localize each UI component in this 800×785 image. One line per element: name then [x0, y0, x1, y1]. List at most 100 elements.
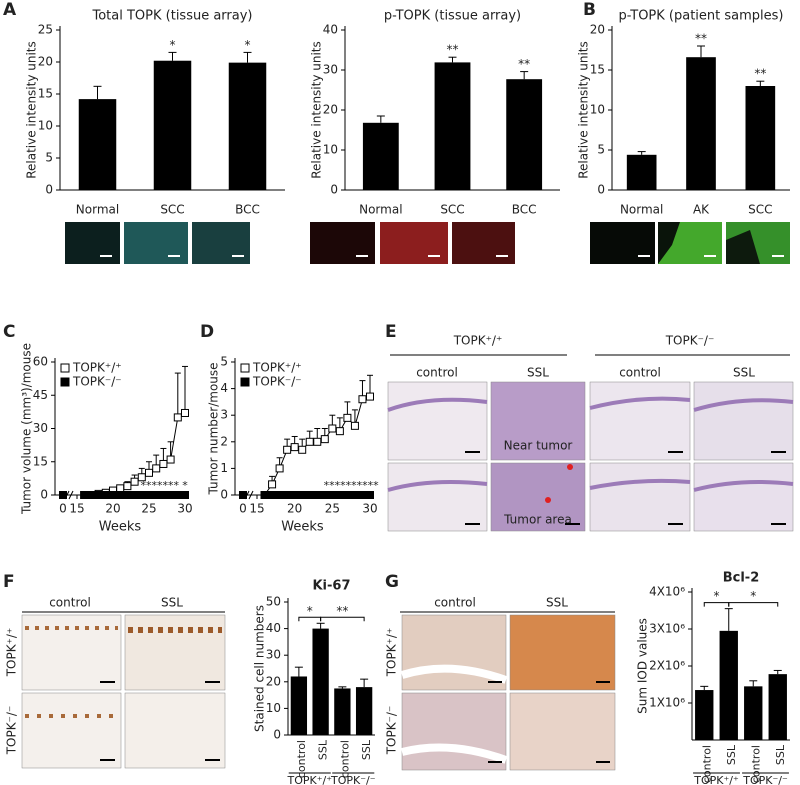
marker [275, 491, 284, 499]
y-tick-label: 20 [38, 55, 53, 69]
comparison-bracket [728, 602, 779, 607]
marker [268, 491, 277, 499]
x-tick-label: 30 [362, 502, 377, 516]
y-tick-label: 30 [323, 63, 338, 77]
marker [130, 491, 139, 499]
bar [506, 79, 543, 190]
marker [350, 421, 359, 430]
marker [181, 491, 189, 499]
legend-label: TOPK⁻/⁻ [252, 375, 302, 389]
marker [313, 437, 322, 446]
marker [283, 445, 292, 454]
x-tick-label: 25 [141, 502, 156, 516]
y-tick-label: 45 [33, 388, 48, 402]
y-tick-label: 5 [220, 355, 228, 369]
bar [768, 674, 787, 740]
comparison-bracket [703, 602, 730, 607]
x-tick-label: Normal [359, 203, 402, 217]
x-tick-label: Normal [620, 203, 663, 217]
comparison-bracket [298, 616, 322, 622]
micrograph [509, 614, 616, 691]
y-tick-label: 2X10⁶ [649, 659, 685, 673]
legend-marker [240, 363, 250, 373]
column-label: SSL [546, 596, 568, 610]
comparison-label: * [750, 589, 756, 603]
marker [358, 491, 367, 499]
marker [320, 491, 329, 499]
panel-label: A [3, 0, 17, 20]
panel-label: C [3, 322, 15, 342]
marker [101, 491, 110, 499]
bar [745, 86, 776, 190]
micrographs-e: TOPK⁺/⁺ TOPK⁻/⁻ control SSL control SSL … [387, 334, 794, 532]
bar [626, 154, 657, 190]
micrograph [693, 381, 794, 461]
significance: * [170, 38, 176, 52]
caption: Tumor area [503, 513, 572, 527]
significance: ********** [324, 479, 380, 492]
marker [275, 464, 284, 473]
group-label: TOPK⁻/⁻ [665, 334, 715, 348]
y-tick-label: 10 [38, 119, 53, 133]
micrograph [21, 692, 122, 769]
micrographs-f: control SSL TOPK⁺/⁺ TOPK⁻/⁻ [5, 596, 226, 769]
x-tick-label: 15 [249, 502, 264, 516]
y-tick-label: 2 [220, 434, 228, 448]
marker [181, 408, 189, 417]
y-tick-label: 20 [266, 674, 281, 688]
x-tick-label: control [700, 745, 713, 783]
marker [283, 491, 292, 499]
y-tick-label: 1X10⁶ [649, 696, 685, 710]
marker [173, 491, 182, 499]
y-tick-label: 50 [266, 595, 281, 609]
chart-title: p-TOPK (patient samples) [619, 9, 784, 24]
micrograph [380, 222, 448, 264]
x-tick-label: SSL [360, 739, 373, 760]
marker [159, 459, 168, 468]
marker [166, 491, 175, 499]
bar [434, 62, 471, 190]
marker [137, 473, 146, 482]
marker [87, 491, 96, 499]
legend-label: TOPK⁺/⁺ [72, 361, 122, 375]
marker [116, 491, 125, 499]
micrograph [590, 222, 655, 264]
x-tick-label: SCC [440, 203, 464, 217]
micrograph [124, 222, 188, 264]
marker [305, 437, 314, 446]
marker [173, 413, 182, 422]
x-tick-label: SSL [774, 744, 787, 765]
marker [366, 392, 374, 401]
bar [719, 630, 738, 740]
x-tick-label: SCC [748, 203, 772, 217]
y-axis-label: Tumor volume (mm³)/mouse [20, 343, 34, 515]
marker [335, 491, 344, 499]
caption: Near tumor [504, 439, 573, 453]
marker [152, 491, 161, 499]
bar [228, 62, 267, 190]
y-tick-label: 60 [33, 355, 48, 369]
x-tick-label: AK [693, 203, 710, 217]
y-axis-label: Relative intensity units [310, 41, 324, 179]
marker [123, 482, 132, 491]
row-label: TOPK⁻/⁻ [385, 706, 399, 756]
micrograph [65, 222, 120, 264]
group-label: TOPK⁻/⁻ [330, 774, 376, 785]
row-label: TOPK⁺/⁺ [385, 628, 399, 678]
column-label: SSL [733, 366, 755, 380]
y-tick-label: 4X10⁶ [649, 585, 685, 599]
bar [686, 57, 716, 191]
marker [298, 491, 307, 499]
y-tick-label: 1 [220, 461, 228, 475]
row-label: TOPK⁻/⁻ [5, 706, 19, 756]
panel-label: F [3, 572, 15, 592]
micrograph [192, 222, 250, 264]
y-tick-label: 0 [40, 488, 48, 502]
micrograph [124, 614, 226, 691]
marker [366, 491, 374, 499]
marker [152, 464, 161, 473]
marker [94, 491, 103, 499]
bar [290, 676, 308, 735]
marker [130, 477, 139, 486]
x-tick-label: 25 [325, 502, 340, 516]
